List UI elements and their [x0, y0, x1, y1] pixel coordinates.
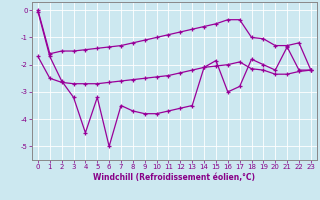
X-axis label: Windchill (Refroidissement éolien,°C): Windchill (Refroidissement éolien,°C)	[93, 173, 255, 182]
